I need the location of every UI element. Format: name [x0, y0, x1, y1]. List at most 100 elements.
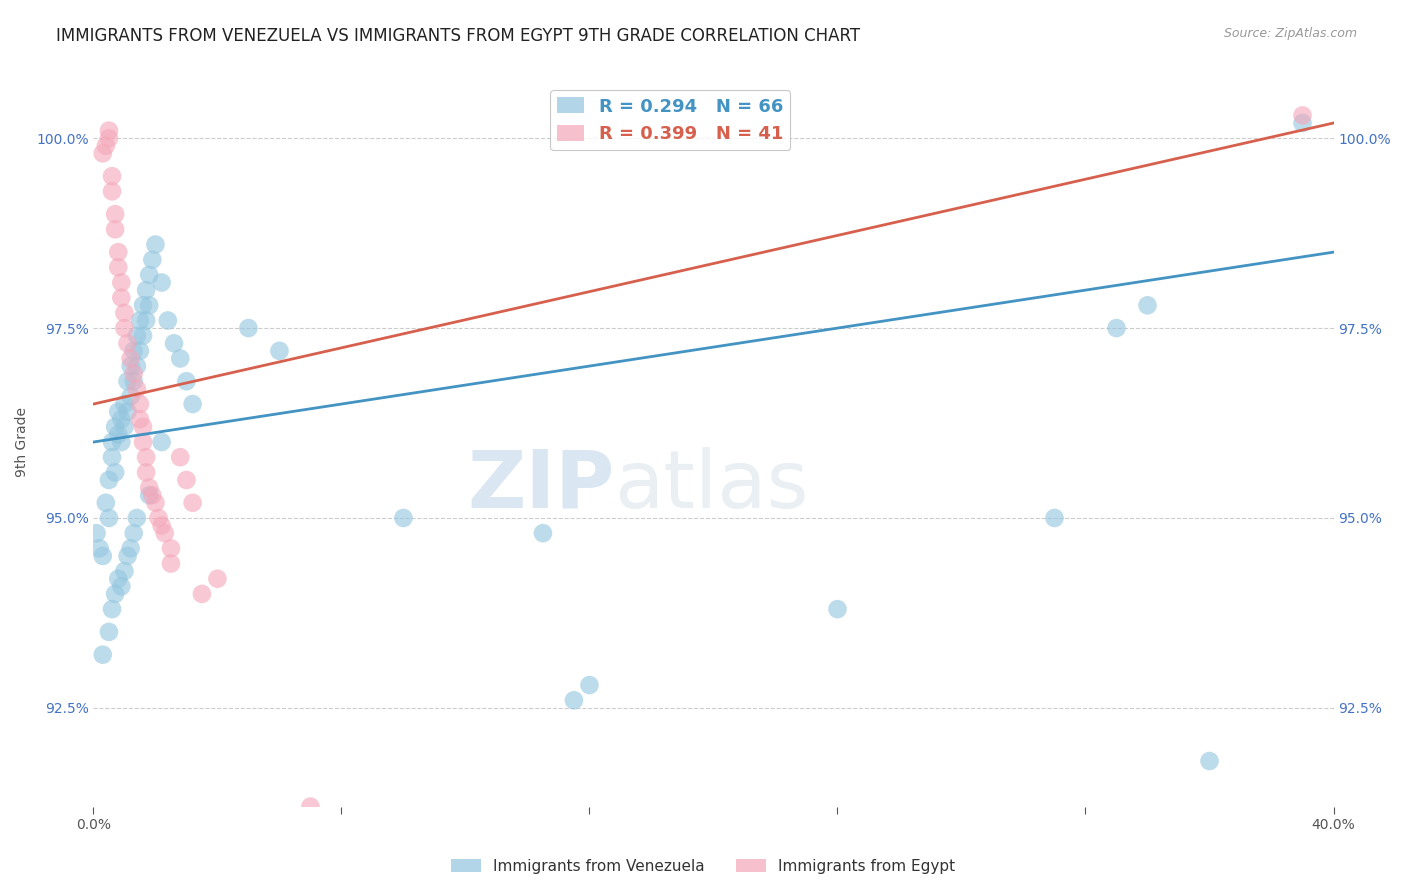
Point [562, 693, 585, 707]
Point [485, 853, 508, 867]
Point [135, 283, 157, 297]
Point [114, 306, 136, 320]
Point [181, 496, 204, 510]
Point [153, 526, 176, 541]
Point [107, 572, 129, 586]
Point [104, 420, 127, 434]
Point [94, 138, 117, 153]
Point [135, 313, 157, 327]
Point [110, 291, 132, 305]
Point [129, 397, 152, 411]
Point [101, 435, 124, 450]
Legend: R = 0.294   N = 66, R = 0.399   N = 41: R = 0.294 N = 66, R = 0.399 N = 41 [550, 90, 790, 150]
Point [107, 404, 129, 418]
Text: ZIP: ZIP [467, 447, 614, 524]
Point [114, 564, 136, 578]
Point [150, 518, 173, 533]
Point [135, 466, 157, 480]
Point [138, 488, 160, 502]
Point [104, 587, 127, 601]
Text: Source: ZipAtlas.com: Source: ZipAtlas.com [1223, 27, 1357, 40]
Point [1198, 754, 1220, 768]
Point [117, 549, 139, 563]
Point [110, 579, 132, 593]
Point [148, 511, 170, 525]
Point [110, 276, 132, 290]
Point [97, 624, 120, 639]
Point [160, 541, 183, 556]
Point [1136, 298, 1159, 312]
Point [122, 343, 145, 358]
Point [207, 572, 229, 586]
Point [132, 420, 155, 434]
Legend: Immigrants from Venezuela, Immigrants from Egypt: Immigrants from Venezuela, Immigrants fr… [444, 853, 962, 880]
Point [91, 549, 114, 563]
Point [1043, 511, 1066, 525]
Point [138, 268, 160, 282]
Point [125, 382, 148, 396]
Point [827, 602, 849, 616]
Point [132, 328, 155, 343]
Point [181, 397, 204, 411]
Point [114, 321, 136, 335]
Point [89, 541, 111, 556]
Point [132, 435, 155, 450]
Point [299, 799, 322, 814]
Point [117, 336, 139, 351]
Point [1291, 108, 1313, 122]
Point [101, 450, 124, 465]
Point [120, 541, 142, 556]
Point [145, 237, 167, 252]
Point [114, 420, 136, 434]
Point [129, 412, 152, 426]
Point [114, 397, 136, 411]
Point [531, 526, 554, 541]
Point [129, 313, 152, 327]
Point [191, 587, 214, 601]
Point [91, 146, 114, 161]
Point [120, 359, 142, 373]
Point [104, 207, 127, 221]
Point [176, 473, 198, 487]
Point [176, 374, 198, 388]
Point [97, 123, 120, 137]
Point [150, 276, 173, 290]
Point [122, 374, 145, 388]
Point [110, 435, 132, 450]
Point [169, 351, 191, 366]
Point [110, 412, 132, 426]
Point [160, 557, 183, 571]
Point [86, 526, 108, 541]
Point [125, 511, 148, 525]
Point [269, 343, 291, 358]
Point [120, 351, 142, 366]
Text: IMMIGRANTS FROM VENEZUELA VS IMMIGRANTS FROM EGYPT 9TH GRADE CORRELATION CHART: IMMIGRANTS FROM VENEZUELA VS IMMIGRANTS … [56, 27, 860, 45]
Point [132, 298, 155, 312]
Point [117, 404, 139, 418]
Point [156, 313, 179, 327]
Point [163, 336, 186, 351]
Point [1291, 116, 1313, 130]
Y-axis label: 9th Grade: 9th Grade [15, 407, 30, 477]
Point [122, 367, 145, 381]
Point [138, 481, 160, 495]
Point [392, 511, 415, 525]
Point [578, 678, 600, 692]
Point [125, 359, 148, 373]
Point [107, 260, 129, 275]
Point [104, 222, 127, 236]
Point [145, 496, 167, 510]
Point [120, 389, 142, 403]
Point [97, 131, 120, 145]
Point [238, 321, 260, 335]
Point [169, 450, 191, 465]
Point [141, 488, 163, 502]
Point [122, 526, 145, 541]
Point [94, 496, 117, 510]
Point [141, 252, 163, 267]
Point [135, 450, 157, 465]
Point [125, 328, 148, 343]
Point [101, 185, 124, 199]
Point [97, 511, 120, 525]
Point [97, 473, 120, 487]
